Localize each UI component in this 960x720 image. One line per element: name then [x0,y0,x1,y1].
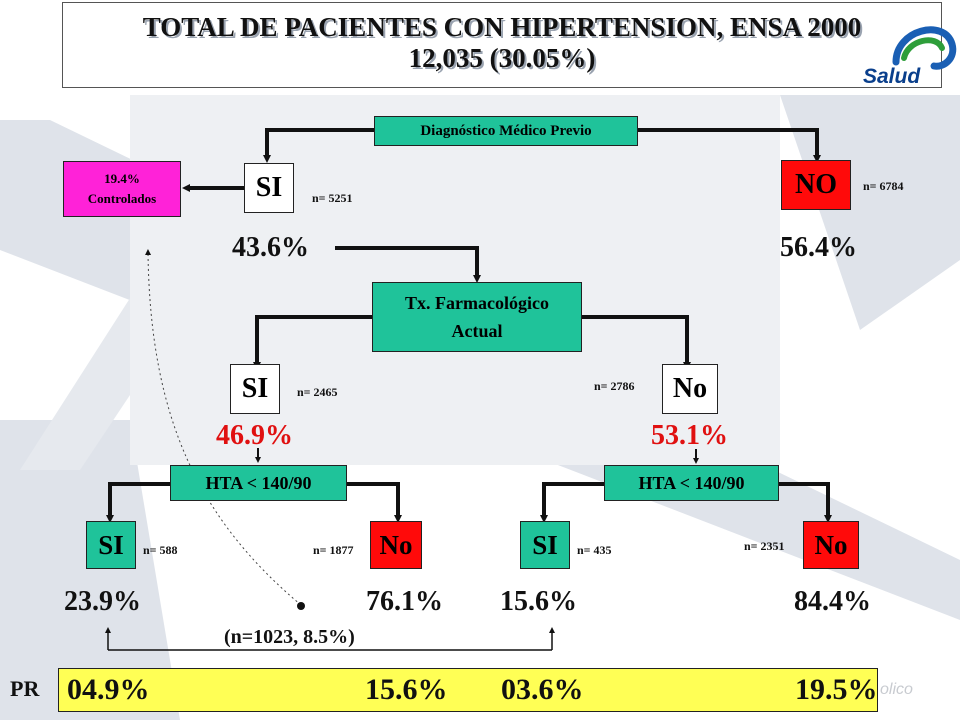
curve-dot [297,602,305,610]
hta-left-header: HTA < 140/90 [170,465,347,501]
hta-right-si-box: SI [520,521,570,569]
dx-no-box: NO [781,160,851,210]
dotted-curve-to-controlled [145,249,302,606]
hta-left-si-box: SI [86,521,136,569]
hta-left-no-pct: 76.1% [366,586,443,617]
connector-dx-si [263,128,374,163]
hta-right-header: HTA < 140/90 [604,465,779,501]
connector-hta-left-si [106,482,170,523]
salud-logo: Salud [848,4,960,92]
watermark-text: olico [880,681,913,698]
pr-value: 15.6% [365,673,448,706]
hta-left-si-n: n= 588 [143,543,178,557]
dx-si-pct: 43.6% [232,232,309,263]
controlled-label: Controlados [87,191,157,206]
combined-note: (n=1023, 8.5%) [224,626,355,648]
tx-no-n: n= 2786 [594,379,635,393]
connector-hta-right-no [779,482,832,523]
tx-no-pct: 53.1% [651,420,728,451]
logo-text: Salud [863,65,921,88]
title-box: TOTAL DE PACIENTES CON HIPERTENSION, ENS… [62,2,942,88]
dx-no-n: n= 6784 [863,179,904,193]
tx-si-box: SI [230,364,280,414]
hta-right-no-pct: 84.4% [794,586,871,617]
connector-tx-si [253,315,372,370]
title-line-2: 12,035 (30.05%) [408,43,596,73]
tx-header-line1: Tx. Farmacológico [405,293,549,313]
tx-farmacologico-header: Tx. Farmacológico Actual [372,282,582,352]
connector-tx-no [582,315,691,370]
tx-header-line2: Actual [451,321,503,341]
pr-label: PR [10,676,40,701]
connector-si-tx [335,246,481,283]
tx-no-box: No [662,364,718,414]
title-line-1: TOTAL DE PACIENTES CON HIPERTENSION, ENS… [142,12,862,42]
dx-si-n: n= 5251 [312,191,353,205]
hta-right-no-n: n= 2351 [744,539,785,553]
hta-left-no-box: No [370,521,422,569]
dx-previo-header: Diagnóstico Médico Previo [374,116,638,146]
tx-si-n: n= 2465 [297,385,338,399]
hta-right-si-n: n= 435 [577,543,612,557]
pr-value: 19.5% [795,673,878,706]
connector-hta-right-si [540,482,604,523]
hta-right-no-box: No [803,521,859,569]
dx-no-pct: 56.4% [780,232,857,263]
connector-hta-left-no [347,482,402,523]
connector-dx-no [638,128,821,163]
swirl-logo-icon [892,26,957,70]
hta-right-si-pct: 15.6% [500,586,577,617]
controlled-box: 19.4% Controlados [63,161,181,217]
controlled-pct: 19.4% [104,171,140,186]
tx-si-pct: 46.9% [216,420,293,451]
dx-si-box: SI [244,163,294,213]
hta-left-si-pct: 23.9% [64,586,141,617]
pr-value: 04.9% [67,673,150,706]
pr-value: 03.6% [501,673,584,706]
pr-box: 04.9% 15.6% 03.6% 19.5% [58,668,878,712]
hta-left-no-n: n= 1877 [313,543,354,557]
